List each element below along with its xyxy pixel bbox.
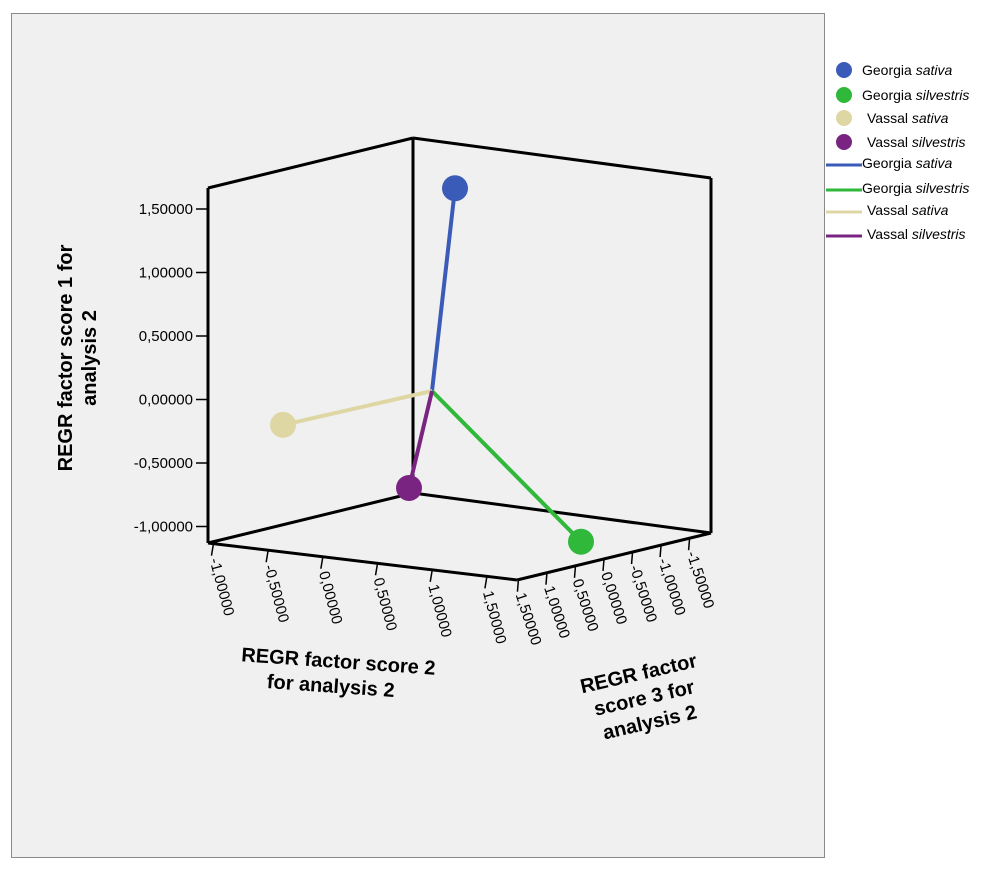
plot-box-frame (206, 136, 713, 582)
z-tick-label: -1,00000 (654, 556, 688, 618)
x-tick-label: 0,50000 (370, 576, 400, 633)
legend-label: Georgia sativa (862, 155, 952, 171)
legend-marker (836, 110, 852, 126)
x-tick-label: -1,00000 (206, 556, 238, 618)
legend-label-main: Vassal (867, 226, 912, 242)
x-tick-label: 1,00000 (424, 582, 454, 639)
z-tick-mark (630, 551, 634, 565)
legend-label-italic: sativa (916, 62, 953, 78)
z-tick-label: 0,50000 (569, 577, 602, 634)
legend-label: Georgia silvestris (862, 87, 969, 103)
x-axis-title-line: for analysis 2 (266, 671, 395, 702)
x-tick-label: -0,50000 (260, 563, 292, 625)
y-axis-title-line: analysis 2 (79, 310, 101, 406)
y-tick-label: 0,50000 (139, 328, 193, 345)
legend-label-italic: silvestris (916, 87, 970, 103)
x-tick-mark (265, 550, 269, 563)
x-axis-title: REGR factor score 2for analysis 2 (239, 644, 436, 704)
y-tick-label: -0,50000 (134, 455, 193, 472)
z-tick-label: -1,50000 (683, 549, 717, 611)
z-tick-label: 1,00000 (540, 584, 573, 641)
data-point (568, 528, 594, 555)
x-tick-mark (484, 576, 488, 589)
z-axis-title: REGR factorscore 3 foranalysis 2 (578, 650, 710, 747)
z-tick-mark (516, 579, 520, 592)
legend-label: Georgia sativa (862, 62, 952, 78)
box-edge (412, 491, 712, 535)
box-edge (516, 531, 712, 582)
drop-line (282, 389, 433, 427)
plot-panel (11, 13, 825, 858)
box-edge (207, 491, 414, 545)
z-tick-label: 1,50000 (512, 591, 545, 648)
legend-label-italic: silvestris (912, 134, 966, 150)
x-tick-mark (429, 569, 433, 582)
box-edge (412, 136, 712, 180)
z-tick-mark (687, 538, 691, 551)
legend-label-main: Vassal (867, 202, 912, 218)
y-axis-title-line: REGR factor score 1 for (55, 244, 77, 471)
legend-label: Vassal sativa (867, 202, 949, 218)
x-tick-label: 0,00000 (315, 569, 345, 626)
box-edge (207, 136, 414, 190)
drop-line (430, 188, 457, 392)
legend-marker (836, 134, 852, 150)
legend-label-italic: silvestris (912, 226, 966, 242)
legend-label-main: Georgia (862, 87, 916, 103)
z-tick-mark (602, 558, 605, 571)
data-point (396, 474, 422, 501)
legend-label-italic: sativa (916, 155, 953, 171)
z-tick-mark (659, 545, 662, 558)
legend-label-main: Vassal (867, 134, 912, 150)
legend-marker (836, 62, 852, 78)
legend-marker (836, 87, 852, 103)
legend-label-main: Vassal (867, 110, 912, 126)
data-point (442, 175, 468, 202)
x-tick-mark (374, 563, 379, 576)
legend-label-italic: sativa (912, 202, 949, 218)
legend-label: Georgia silvestris (862, 180, 969, 196)
drop-line (430, 389, 583, 544)
box-edge (207, 541, 518, 582)
y-tick-label: 0,00000 (139, 392, 193, 409)
data-point (270, 411, 296, 438)
y-axis-title: REGR factor score 1 for analysis 2 (55, 244, 101, 471)
z-tick-mark (573, 565, 577, 578)
z-tick-label: -0,50000 (626, 563, 660, 625)
x-tick-mark (320, 556, 324, 569)
legend-label: Vassal silvestris (867, 134, 966, 150)
legend-label: Vassal silvestris (867, 226, 966, 242)
x-tick-mark (210, 543, 215, 556)
y-tick-label: 1,50000 (139, 201, 193, 218)
z-tick-mark (545, 572, 548, 585)
drop-line (407, 390, 434, 489)
z-tick-label: 0,00000 (597, 570, 630, 627)
legend-label-main: Georgia (862, 180, 916, 196)
y-tick-label: -1,00000 (134, 519, 193, 536)
y-tick-label: 1,00000 (139, 265, 193, 282)
legend-label-italic: sativa (912, 110, 949, 126)
legend-label-main: Georgia (862, 62, 916, 78)
legend-label-italic: silvestris (916, 180, 970, 196)
x-tick-label: 1,50000 (479, 589, 509, 646)
legend-label: Vassal sativa (867, 110, 949, 126)
legend-label-main: Georgia (862, 155, 916, 171)
